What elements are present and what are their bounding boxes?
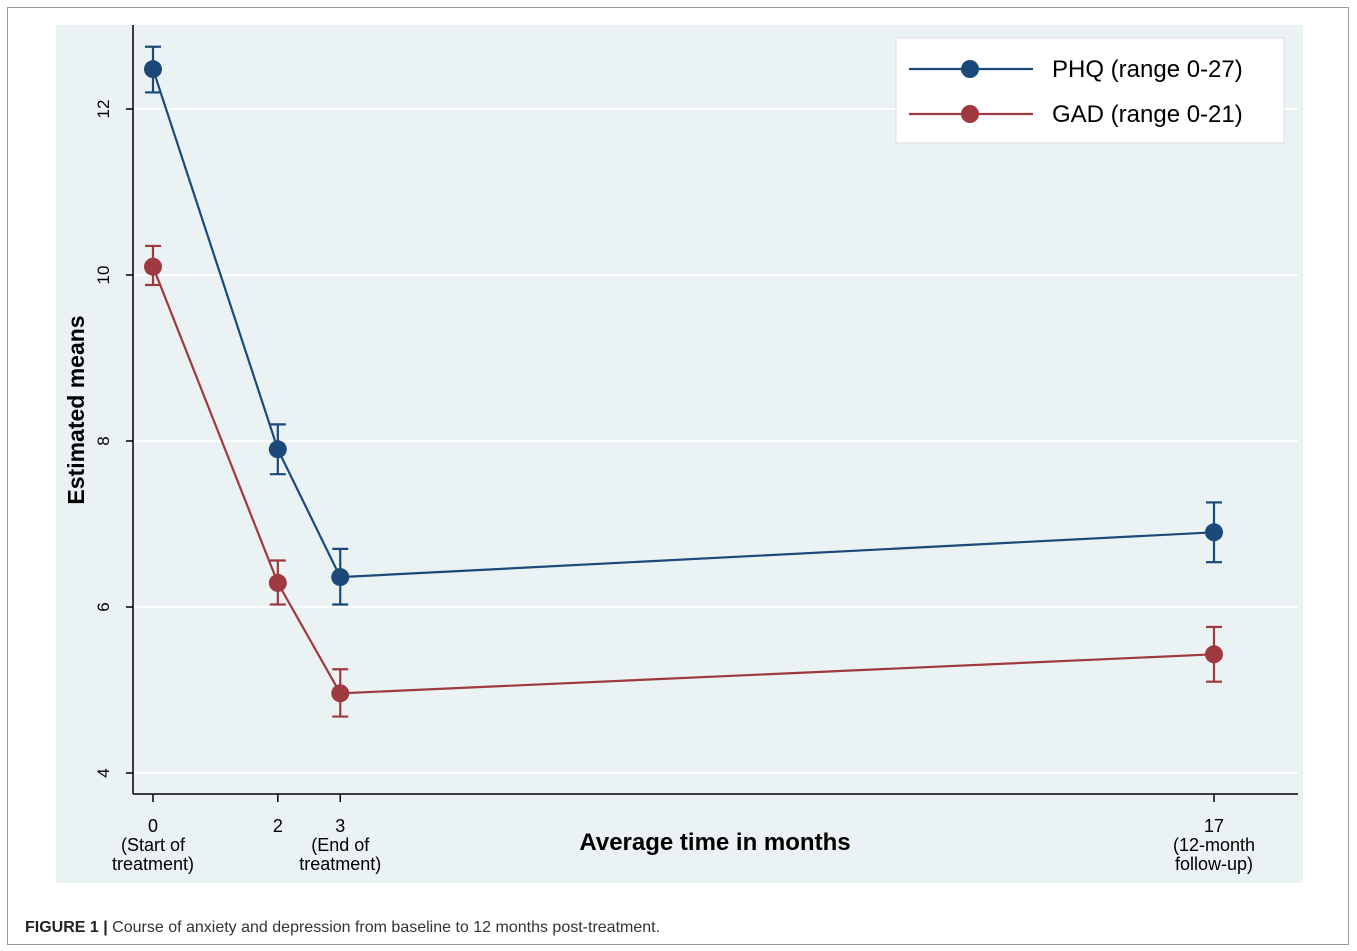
legend-box (895, 37, 1285, 144)
y-tick-label: 10 (94, 266, 113, 285)
legend: PHQ (range 0-27) GAD (range 0-21) (895, 37, 1285, 144)
figure-label: FIGURE 1 | (25, 919, 108, 936)
x-tick-sublabel: treatment) (299, 854, 381, 874)
series-phq (144, 45, 1223, 606)
data-point (268, 573, 287, 592)
x-tick-label: 17 (1204, 816, 1224, 836)
series-line (151, 68, 1215, 579)
x-tick-sublabel: (Start of (121, 835, 186, 855)
y-tick-label: 8 (94, 436, 113, 445)
data-point (1205, 523, 1223, 542)
y-axis-label: Estimated means (63, 315, 89, 504)
figure-caption: FIGURE 1 | Course of anxiety and depress… (25, 919, 660, 937)
y-tick-label: 6 (94, 602, 113, 611)
data-point (331, 568, 350, 587)
legend-label: GAD (range 0-21) (1052, 101, 1243, 128)
data-point (268, 440, 287, 459)
x-tick-sublabel: (End of (311, 835, 370, 855)
legend-marker (961, 105, 979, 123)
x-tick-sublabel: (12-month (1173, 835, 1255, 855)
figure-caption-text: Course of anxiety and depression from ba… (112, 919, 661, 936)
data-point (1205, 645, 1223, 664)
series-line (151, 266, 1215, 695)
x-tick-label: 2 (273, 816, 283, 836)
legend-marker (961, 60, 979, 78)
series-layer (144, 45, 1223, 718)
y-tick-label: 12 (94, 100, 113, 119)
y-tick-label: 4 (94, 768, 113, 777)
x-tick-label: 0 (148, 816, 158, 836)
data-point (144, 60, 162, 79)
x-axis-label: Average time in months (579, 829, 850, 856)
data-point (331, 684, 350, 703)
series-gad (144, 244, 1223, 718)
x-tick-label: 3 (335, 816, 345, 836)
legend-label: PHQ (range 0-27) (1052, 56, 1243, 83)
x-tick-sublabel: treatment) (112, 854, 194, 874)
data-point (144, 257, 162, 276)
plot-background (56, 25, 1303, 883)
x-tick-sublabel: follow-up) (1175, 854, 1253, 874)
